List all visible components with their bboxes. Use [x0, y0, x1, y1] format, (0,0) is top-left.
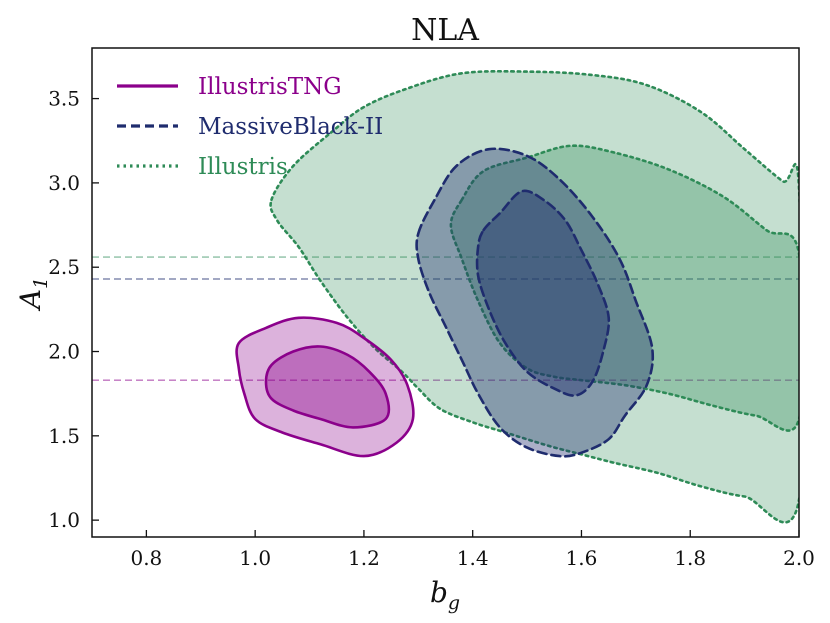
x-tick-label-5: 1.8 — [674, 546, 706, 570]
contour-2-inner — [264, 345, 391, 429]
contour-1-inner — [475, 189, 611, 397]
x-tick-label-6: 2.0 — [783, 546, 815, 570]
x-tick-label-0: 0.8 — [130, 546, 162, 570]
contour-2-outer — [235, 316, 415, 458]
legend-label-0: IllustrisTNG — [198, 74, 342, 100]
contour-0-inner — [449, 144, 799, 432]
x-axis-label-base: b — [430, 576, 448, 609]
x-tick-label-3: 1.4 — [457, 546, 489, 570]
y-tick-label-2: 2.0 — [48, 340, 80, 364]
y-tick-label-3: 2.5 — [48, 255, 80, 279]
legend-label-1: MassiveBlack-II — [198, 114, 383, 140]
y-axis-label-base: A — [14, 289, 47, 312]
x-axis-label: bg — [430, 576, 460, 614]
plot-area — [92, 69, 799, 524]
y-tick-label-4: 3.0 — [48, 171, 80, 195]
x-axis-label-subscript: g — [448, 592, 460, 614]
y-tick-label-1: 1.5 — [48, 424, 80, 448]
y-tick-label-5: 3.5 — [48, 87, 80, 111]
x-axis: 0.8 1.0 1.2 1.4 1.6 1.8 2.0 — [130, 530, 815, 570]
x-tick-label-2: 1.2 — [348, 546, 380, 570]
contour-0-outer — [269, 69, 799, 524]
plot-frame — [91, 47, 800, 538]
y-axis-label-subscript: 1 — [30, 277, 52, 289]
legend-label-2: Illustris — [198, 154, 288, 180]
chart-title: NLA — [411, 13, 479, 48]
x-tick-label-4: 1.6 — [566, 546, 598, 570]
y-axis: 1.0 1.5 2.0 2.5 3.0 3.5 — [48, 87, 99, 532]
y-tick-label-0: 1.0 — [48, 508, 80, 532]
y-axis-label: A1 — [14, 277, 52, 312]
legend: IllustrisTNG MassiveBlack-II Illustris — [117, 74, 383, 180]
x-tick-label-1: 1.0 — [239, 546, 271, 570]
